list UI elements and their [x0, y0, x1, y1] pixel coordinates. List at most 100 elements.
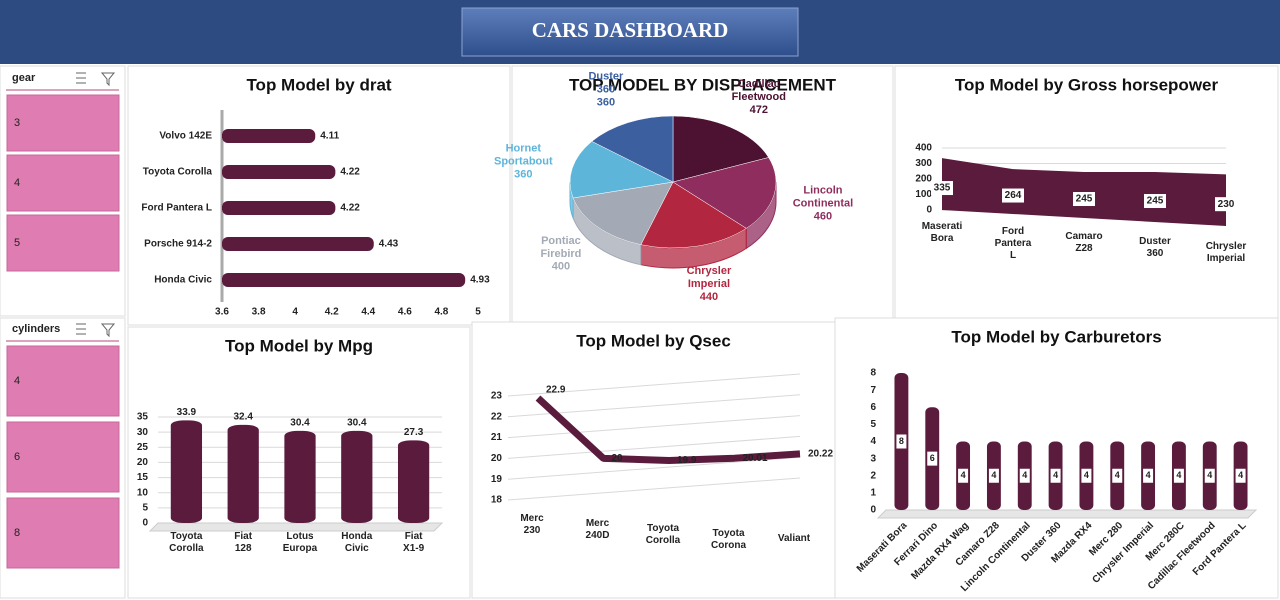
data-label: 20 [612, 453, 624, 464]
data-label: 4.43 [379, 239, 399, 250]
slicer-item-label[interactable]: 4 [14, 375, 20, 387]
y-tick-label: 18 [491, 495, 503, 506]
y-tick-label: 8 [870, 368, 876, 379]
chart-title: Top Model by Qsec [576, 331, 731, 350]
y-tick-label: 0 [870, 505, 876, 516]
data-label-box [1073, 192, 1095, 207]
category-label: Fiat X1-9 [403, 531, 425, 554]
data-label-box [1002, 188, 1024, 203]
y-tick-label: 7 [870, 385, 876, 396]
category-label: Merc 240D [586, 518, 610, 541]
data-label: 30.4 [347, 418, 367, 429]
slicer-title: cylinders [12, 323, 60, 335]
pie-slice [591, 115, 674, 183]
data-label: 230 [1218, 199, 1235, 210]
y-tick-label: 2 [870, 470, 876, 481]
category-label: Toyota Corolla [169, 531, 204, 554]
data-label: 4 [1238, 470, 1243, 480]
data-label-box [927, 451, 938, 466]
floor [876, 509, 1258, 519]
slicer-item[interactable] [6, 497, 120, 569]
data-label: 20.01 [743, 453, 768, 464]
data-label: 4.22 [340, 203, 360, 214]
data-label: 4 [1022, 470, 1027, 480]
slicer-item-label[interactable]: 4 [14, 177, 20, 189]
data-label: 245 [1076, 194, 1093, 205]
data-label: 4 [1207, 470, 1212, 480]
data-label: 4 [1053, 470, 1058, 480]
slicer-icons [76, 72, 116, 338]
pie-label: Chrysler Imperial [687, 265, 732, 290]
data-label: 4 [1146, 470, 1151, 480]
category-label: Chrysler Imperial [1206, 241, 1247, 264]
y-tick-label: 21 [491, 432, 503, 443]
category-label: Honda Civic [341, 531, 373, 554]
pie-label: Cadillac Fleetwood [732, 78, 786, 103]
grid-line [507, 456, 801, 480]
data-label-box [1144, 194, 1166, 209]
y-tick-label: 20 [491, 453, 503, 464]
y-tick-label: 3 [870, 453, 876, 464]
grid-line [507, 415, 801, 439]
data-label: 4 [1084, 470, 1089, 480]
y-tick-label: 0 [142, 518, 148, 529]
bar [222, 201, 336, 215]
slicer-item-label[interactable]: 3 [14, 117, 20, 129]
data-label: 264 [1005, 190, 1022, 201]
category-label: Maserati Bora [922, 221, 963, 244]
data-label: 335 [934, 183, 951, 194]
data-label-box [1050, 468, 1061, 483]
data-label: 4 [961, 470, 966, 480]
data-label: 20.22 [808, 448, 833, 459]
category-label: Valiant [778, 533, 811, 544]
data-label: 4 [991, 470, 996, 480]
slicer-item-label[interactable]: 6 [14, 451, 20, 463]
slicer-item-label[interactable]: 8 [14, 527, 20, 539]
category-label: Porsche 914-2 [144, 239, 212, 250]
category-label: Honda Civic [154, 275, 212, 286]
pie-value-label: 460 [814, 210, 832, 222]
pie-slice [569, 141, 674, 199]
slicer-item[interactable] [6, 94, 120, 152]
bar [170, 420, 203, 523]
y-tick-label: 23 [491, 391, 503, 402]
pie-slice [572, 181, 674, 245]
y-tick-label: 6 [870, 402, 876, 413]
slicer-item[interactable] [6, 421, 120, 493]
y-tick-label: 200 [915, 174, 932, 185]
slicer-item[interactable] [6, 154, 120, 212]
header-box [461, 7, 799, 57]
chart-title: Top Model by Carburetors [951, 327, 1161, 346]
chart-title: Top Model by drat [246, 75, 391, 94]
pie-label: Lincoln Continental [793, 184, 854, 209]
y-tick-label: 4 [870, 436, 876, 447]
pie-label: Duster 360 [588, 70, 624, 95]
x-tick-label: 5 [475, 307, 481, 318]
data-label-box [988, 468, 999, 483]
data-label: 33.9 [177, 407, 197, 418]
slicer-item-label[interactable]: 5 [14, 237, 20, 249]
category-label: Camaro Z28 [1065, 231, 1102, 254]
data-label: 6 [930, 453, 935, 463]
y-tick-label: 22 [491, 411, 503, 422]
pie-value-label: 472 [750, 104, 768, 116]
category-label: Toyota Corolla [143, 167, 213, 178]
data-label-box [1215, 197, 1237, 212]
dashboard-title: CARS DASHBOARD [532, 18, 729, 42]
grid-line [507, 435, 801, 459]
y-tick-label: 0 [926, 205, 932, 216]
category-label: Duster 360 [1139, 236, 1171, 259]
chart-title: Top Model by Mpg [225, 336, 373, 355]
bar [227, 424, 259, 523]
slicer-item[interactable] [6, 345, 120, 417]
data-label: 32.4 [233, 412, 253, 423]
slicer-title: gear [12, 72, 36, 84]
y-tick-label: 25 [137, 442, 149, 453]
slicer-item[interactable] [6, 214, 120, 272]
data-label: 8 [899, 436, 904, 446]
data-label: 4.11 [320, 131, 339, 142]
x-tick-label: 3.8 [252, 307, 266, 318]
data-label-box [958, 468, 969, 483]
